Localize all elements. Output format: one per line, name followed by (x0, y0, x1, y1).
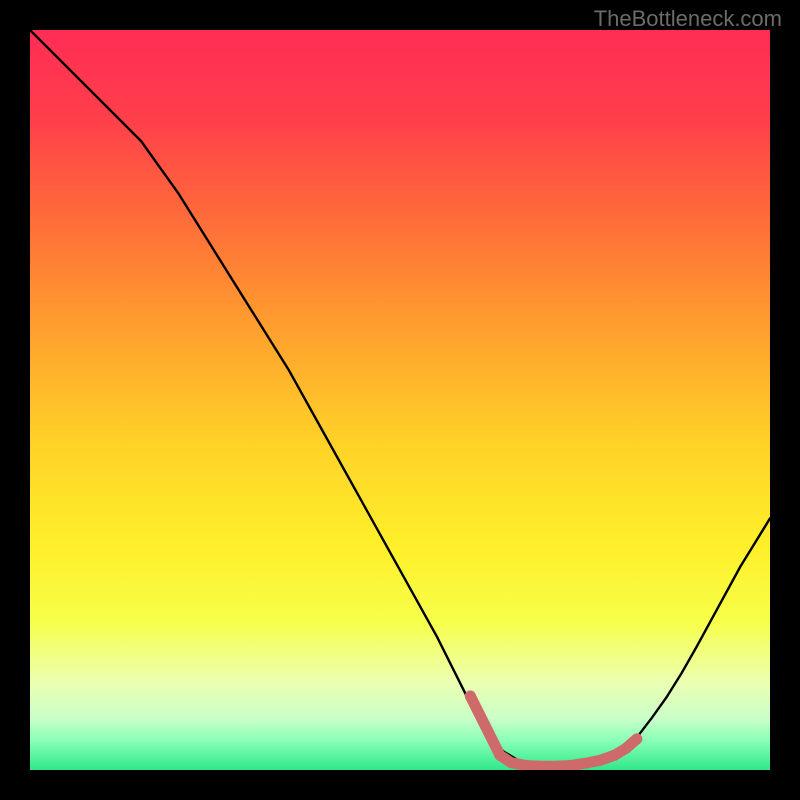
plot-svg (30, 30, 770, 770)
watermark-text: TheBottleneck.com (594, 6, 782, 32)
data-marker (580, 758, 591, 769)
data-marker (506, 757, 517, 768)
data-marker (465, 691, 476, 702)
data-marker (631, 733, 642, 744)
bottleneck-curve (30, 30, 770, 766)
data-marker (494, 750, 505, 761)
chart-canvas: TheBottleneck.com (0, 0, 800, 800)
plot-area (30, 30, 770, 770)
data-marker (620, 743, 631, 754)
data-marker (480, 720, 491, 731)
data-marker (594, 755, 605, 766)
data-marker (609, 750, 620, 761)
